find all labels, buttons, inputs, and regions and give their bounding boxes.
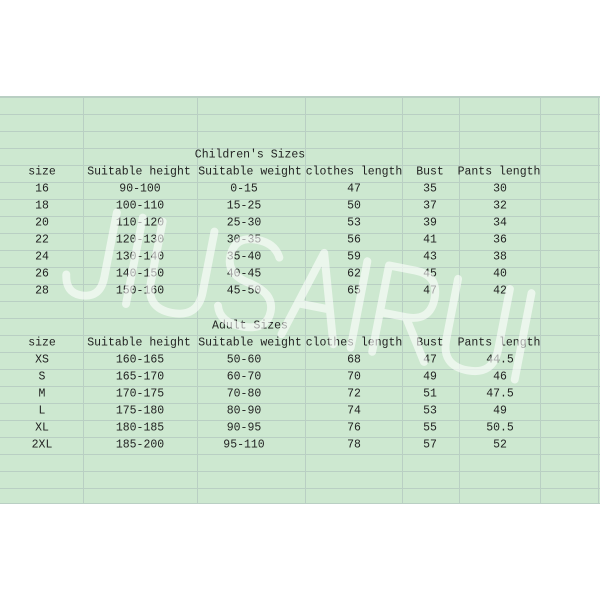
table-cell: XS [35, 353, 49, 367]
table-cell: 43 [423, 250, 437, 264]
table-cell: 62 [347, 267, 361, 281]
table-cell: 51 [423, 387, 437, 401]
table-cell: 52 [493, 438, 507, 452]
table-cell: 37 [423, 199, 437, 213]
table-cell: 74 [347, 404, 361, 418]
table-cell: 38 [493, 250, 507, 264]
grid-line [540, 97, 541, 503]
table-cell: XL [35, 421, 49, 435]
table-cell: 40 [493, 267, 507, 281]
table-cell: 160-165 [115, 353, 165, 367]
grid-line [83, 97, 84, 503]
column-header: Pants length [457, 165, 541, 179]
column-header: Suitable height [87, 336, 191, 350]
table-cell: 26 [35, 267, 49, 281]
column-header: clothes length [305, 336, 403, 350]
column-header: Suitable weight [198, 336, 302, 350]
table-cell: 185-200 [115, 438, 165, 452]
table-cell: 130-140 [115, 250, 165, 264]
table-cell: 28 [35, 284, 49, 298]
table-cell: 170-175 [115, 387, 165, 401]
table-cell: 50 [347, 199, 361, 213]
table-cell: L [38, 404, 46, 418]
table-cell: 47 [423, 284, 437, 298]
table-cell: 47.5 [486, 387, 514, 401]
table-cell: 78 [347, 438, 361, 452]
table-cell: 60-70 [226, 370, 262, 384]
table-cell: 42 [493, 284, 507, 298]
table-cell: 150-160 [115, 284, 165, 298]
table-cell: 47 [423, 353, 437, 367]
table-cell: 50.5 [486, 421, 514, 435]
table-cell: 34 [493, 216, 507, 230]
table-cell: 45-50 [226, 284, 262, 298]
table-cell: 30-35 [226, 233, 262, 247]
table-cell: 35 [423, 182, 437, 196]
table-cell: 55 [423, 421, 437, 435]
section-title: Adult Sizes [212, 319, 288, 333]
table-cell: 53 [347, 216, 361, 230]
table-cell: 72 [347, 387, 361, 401]
table-cell: 70-80 [226, 387, 262, 401]
grid-line [402, 97, 403, 503]
column-header: Suitable weight [198, 165, 302, 179]
column-header: size [28, 165, 56, 179]
table-cell: 68 [347, 353, 361, 367]
table-cell: 2XL [31, 438, 53, 452]
column-header: clothes length [305, 165, 403, 179]
section-title: Children's Sizes [194, 148, 306, 162]
table-cell: 65 [347, 284, 361, 298]
table-cell: 49 [423, 370, 437, 384]
table-cell: 30 [493, 182, 507, 196]
table-cell: 25-30 [226, 216, 262, 230]
table-cell: 40-45 [226, 267, 262, 281]
table-cell: 36 [493, 233, 507, 247]
column-header: Bust [416, 165, 444, 179]
table-cell: 90-100 [119, 182, 161, 196]
grid-line [598, 97, 599, 503]
table-cell: 180-185 [115, 421, 165, 435]
table-cell: 0-15 [230, 182, 258, 196]
table-cell: 175-180 [115, 404, 165, 418]
table-cell: 22 [35, 233, 49, 247]
table-cell: 46 [493, 370, 507, 384]
table-cell: M [38, 387, 46, 401]
table-cell: 90-95 [226, 421, 262, 435]
table-cell: 56 [347, 233, 361, 247]
table-cell: 44.5 [486, 353, 514, 367]
table-cell: 49 [493, 404, 507, 418]
table-cell: 45 [423, 267, 437, 281]
table-cell: 165-170 [115, 370, 165, 384]
table-cell: 47 [347, 182, 361, 196]
table-cell: 70 [347, 370, 361, 384]
table-cell: 120-130 [115, 233, 165, 247]
table-cell: 18 [35, 199, 49, 213]
table-cell: 24 [35, 250, 49, 264]
table-cell: 80-90 [226, 404, 262, 418]
table-cell: 57 [423, 438, 437, 452]
table-cell: 39 [423, 216, 437, 230]
table-cell: 15-25 [226, 199, 262, 213]
table-cell: 41 [423, 233, 437, 247]
column-header: Pants length [457, 336, 541, 350]
table-cell: 140-150 [115, 267, 165, 281]
table-cell: 100-110 [115, 199, 165, 213]
table-cell: 110-120 [115, 216, 165, 230]
table-cell: 59 [347, 250, 361, 264]
grid-line [459, 97, 460, 503]
column-header: Bust [416, 336, 444, 350]
column-header: Suitable height [87, 165, 191, 179]
table-cell: 20 [35, 216, 49, 230]
table-cell: 53 [423, 404, 437, 418]
table-cell: 32 [493, 199, 507, 213]
table-cell: 50-60 [226, 353, 262, 367]
column-header: size [28, 336, 56, 350]
table-cell: 95-110 [223, 438, 265, 452]
table-cell: 76 [347, 421, 361, 435]
table-cell: 16 [35, 182, 49, 196]
table-cell: 35-40 [226, 250, 262, 264]
table-cell: S [38, 370, 46, 384]
